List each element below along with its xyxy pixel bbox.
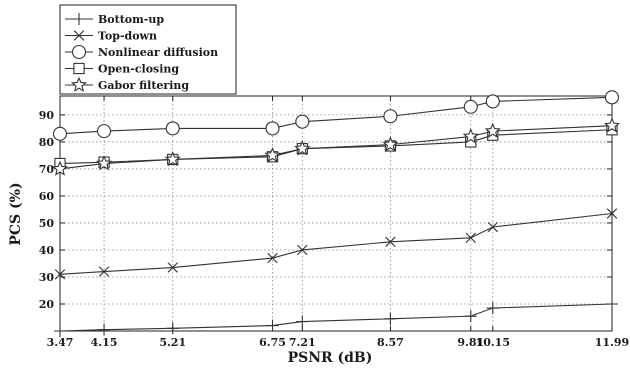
y-tick-label: 30 [39,271,55,284]
legend-marker [73,13,85,25]
data-point-nonlinear-diffusion [463,99,478,114]
data-point-gabor-filtering [603,117,621,133]
legend-marker [71,44,87,60]
data-point-bottom-up [54,325,66,337]
data-point-gabor-filtering [462,128,479,144]
x-axis-title: PSNR (dB) [288,350,373,366]
data-point-bottom-up [266,319,279,332]
y-axis-title: PCS (%) [8,182,24,245]
series-gabor-filtering [51,117,621,176]
y-tick-label: 90 [39,109,55,122]
y-tick-label: 20 [39,298,55,311]
legend-label: Top-down [98,30,157,43]
data-point-bottom-up [98,323,111,336]
x-tick-label: 10.15 [476,336,510,349]
grid [60,96,612,331]
x-tick-label: 4.15 [91,336,118,349]
x-tick-label: 3.47 [47,336,74,349]
legend-item-nonlinear-diffusion: Nonlinear diffusion [65,44,218,60]
data-point-gabor-filtering [51,160,69,176]
data-point-gabor-filtering [96,155,113,171]
series-lines [51,90,621,337]
legend-marker [73,30,85,41]
data-point-bottom-up [464,310,477,323]
data-point-top-down [465,232,476,243]
data-point-gabor-filtering [382,136,399,152]
x-tick-label: 11.99 [595,336,629,349]
y-tick-label: 70 [39,163,55,176]
data-point-nonlinear-diffusion [383,109,398,124]
series-bottom-up [54,297,618,337]
legend-marker [73,62,85,75]
legend-item-top-down: Top-down [65,30,157,43]
data-point-nonlinear-diffusion [265,121,280,136]
series-line-gabor-filtering [59,125,613,170]
x-tick-label: 7.21 [289,336,316,349]
plot-frame [59,95,613,332]
data-point-top-down [267,252,278,264]
series-top-down [54,208,618,280]
x-tick-label: 9.81 [457,336,484,349]
series-line-nonlinear-diffusion [59,96,613,135]
series-line-bottom-up [59,303,613,332]
legend-label: Nonlinear diffusion [98,46,218,59]
x-tick-label: 8.57 [377,336,404,349]
data-point-nonlinear-diffusion [295,114,310,129]
data-point-top-down [487,221,498,233]
data-point-top-down [606,208,618,219]
legend-label: Bottom-up [98,13,164,26]
data-point-top-down [54,269,66,280]
data-point-gabor-filtering [294,140,311,156]
y-tick-label: 60 [39,190,55,203]
data-point-nonlinear-diffusion [52,126,68,141]
x-tick-label: 5.21 [159,336,186,349]
legend-label: Gabor filtering [98,79,189,92]
data-point-top-down [167,262,178,273]
legend-label: Open-closing [98,63,179,76]
legend-item-bottom-up: Bottom-up [65,13,164,26]
data-point-nonlinear-diffusion [485,94,500,109]
data-point-bottom-up [606,297,618,310]
data-point-bottom-up [296,315,309,328]
data-point-top-down [297,244,308,256]
data-point-bottom-up [384,312,397,325]
data-point-top-down [385,236,396,248]
data-point-nonlinear-diffusion [165,121,180,136]
data-point-nonlinear-diffusion [97,124,112,139]
data-point-bottom-up [166,322,179,335]
x-tick-label: 6.75 [259,336,286,349]
y-tick-label: 40 [39,244,55,257]
data-point-gabor-filtering [484,122,501,138]
series-nonlinear-diffusion [52,90,620,141]
data-point-bottom-up [486,302,499,315]
data-point-top-down [98,266,110,277]
data-point-nonlinear-diffusion [604,90,620,105]
data-point-gabor-filtering [164,151,181,167]
legend: Bottom-up Top-down Nonlinear diffusion Open… [59,4,237,95]
legend-marker [70,76,88,92]
y-axis-ticks: 20 30 40 50 60 70 80 90 [39,109,612,311]
y-tick-label: 80 [39,136,55,149]
legend-item-open-closing: Open-closing [65,63,179,76]
legend-box [59,4,237,95]
data-point-gabor-filtering [264,146,281,163]
y-tick-label: 50 [39,217,55,230]
legend-item-gabor-filtering: Gabor filtering [65,76,189,92]
